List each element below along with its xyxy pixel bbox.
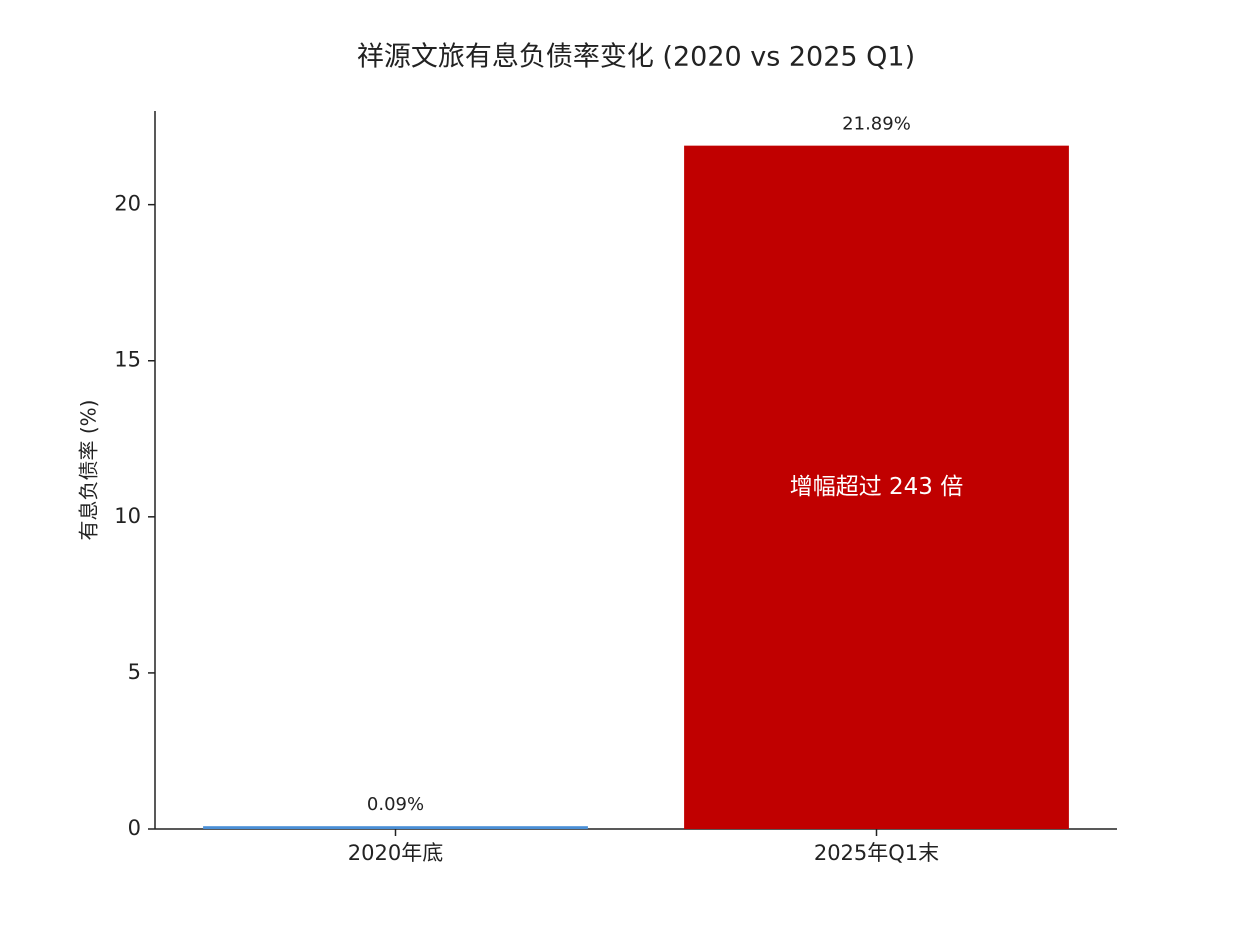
x-tick-label: 2020年底 xyxy=(348,841,443,865)
value-label: 0.09% xyxy=(367,794,424,815)
chart-title: 祥源文旅有息负债率变化 (2020 vs 2025 Q1) xyxy=(357,42,915,73)
annotation: 增幅超过 243 倍 xyxy=(790,474,964,500)
bar xyxy=(203,826,588,829)
x-tick-label: 2025年Q1末 xyxy=(814,841,939,865)
y-tick-label: 10 xyxy=(114,504,141,528)
y-tick-label: 5 xyxy=(128,660,141,684)
value-label: 21.89% xyxy=(842,114,911,135)
y-tick-label: 20 xyxy=(114,192,141,216)
y-tick-label: 0 xyxy=(128,816,141,840)
y-tick-label: 15 xyxy=(114,348,141,372)
y-axis-label: 有息负债率 (%) xyxy=(77,400,101,541)
bar xyxy=(684,145,1069,829)
